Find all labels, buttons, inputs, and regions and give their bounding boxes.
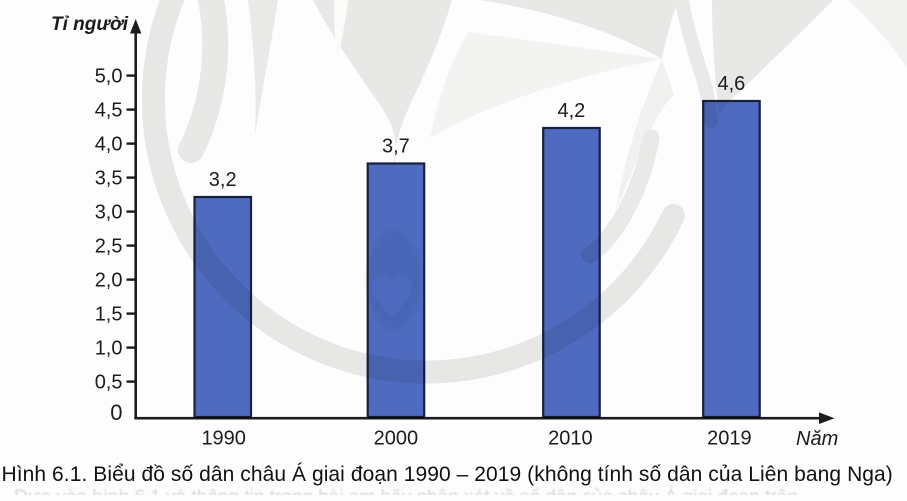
- svg-text:0: 0: [110, 400, 122, 425]
- svg-text:0,5: 0,5: [95, 372, 123, 394]
- svg-text:Tỉ người: Tỉ người: [51, 14, 129, 35]
- svg-text:2,0: 2,0: [95, 270, 123, 292]
- svg-text:3,7: 3,7: [382, 136, 410, 158]
- svg-text:3,0: 3,0: [95, 202, 123, 224]
- svg-text:2019: 2019: [707, 428, 752, 450]
- svg-text:1,5: 1,5: [95, 304, 123, 326]
- svg-text:5,0: 5,0: [95, 66, 123, 88]
- svg-text:Dựa vào hình 6.1 và thông tin: Dựa vào hình 6.1 và thông tin trong bài …: [14, 487, 798, 501]
- svg-text:Năm: Năm: [796, 428, 838, 450]
- svg-text:2010: 2010: [548, 428, 593, 450]
- svg-text:3,5: 3,5: [95, 168, 123, 190]
- svg-text:4,5: 4,5: [95, 100, 123, 122]
- svg-text:3,2: 3,2: [209, 169, 237, 191]
- svg-text:1,0: 1,0: [95, 338, 123, 360]
- svg-text:Hình 6.1. Biểu đồ số dân châu: Hình 6.1. Biểu đồ số dân châu Á giai đoạ…: [2, 463, 893, 486]
- svg-text:4,6: 4,6: [717, 73, 745, 95]
- svg-text:4,0: 4,0: [95, 134, 123, 156]
- svg-text:2,5: 2,5: [95, 236, 123, 258]
- svg-text:1990: 1990: [201, 428, 246, 450]
- svg-text:2000: 2000: [374, 428, 419, 450]
- svg-text:4,2: 4,2: [557, 100, 585, 122]
